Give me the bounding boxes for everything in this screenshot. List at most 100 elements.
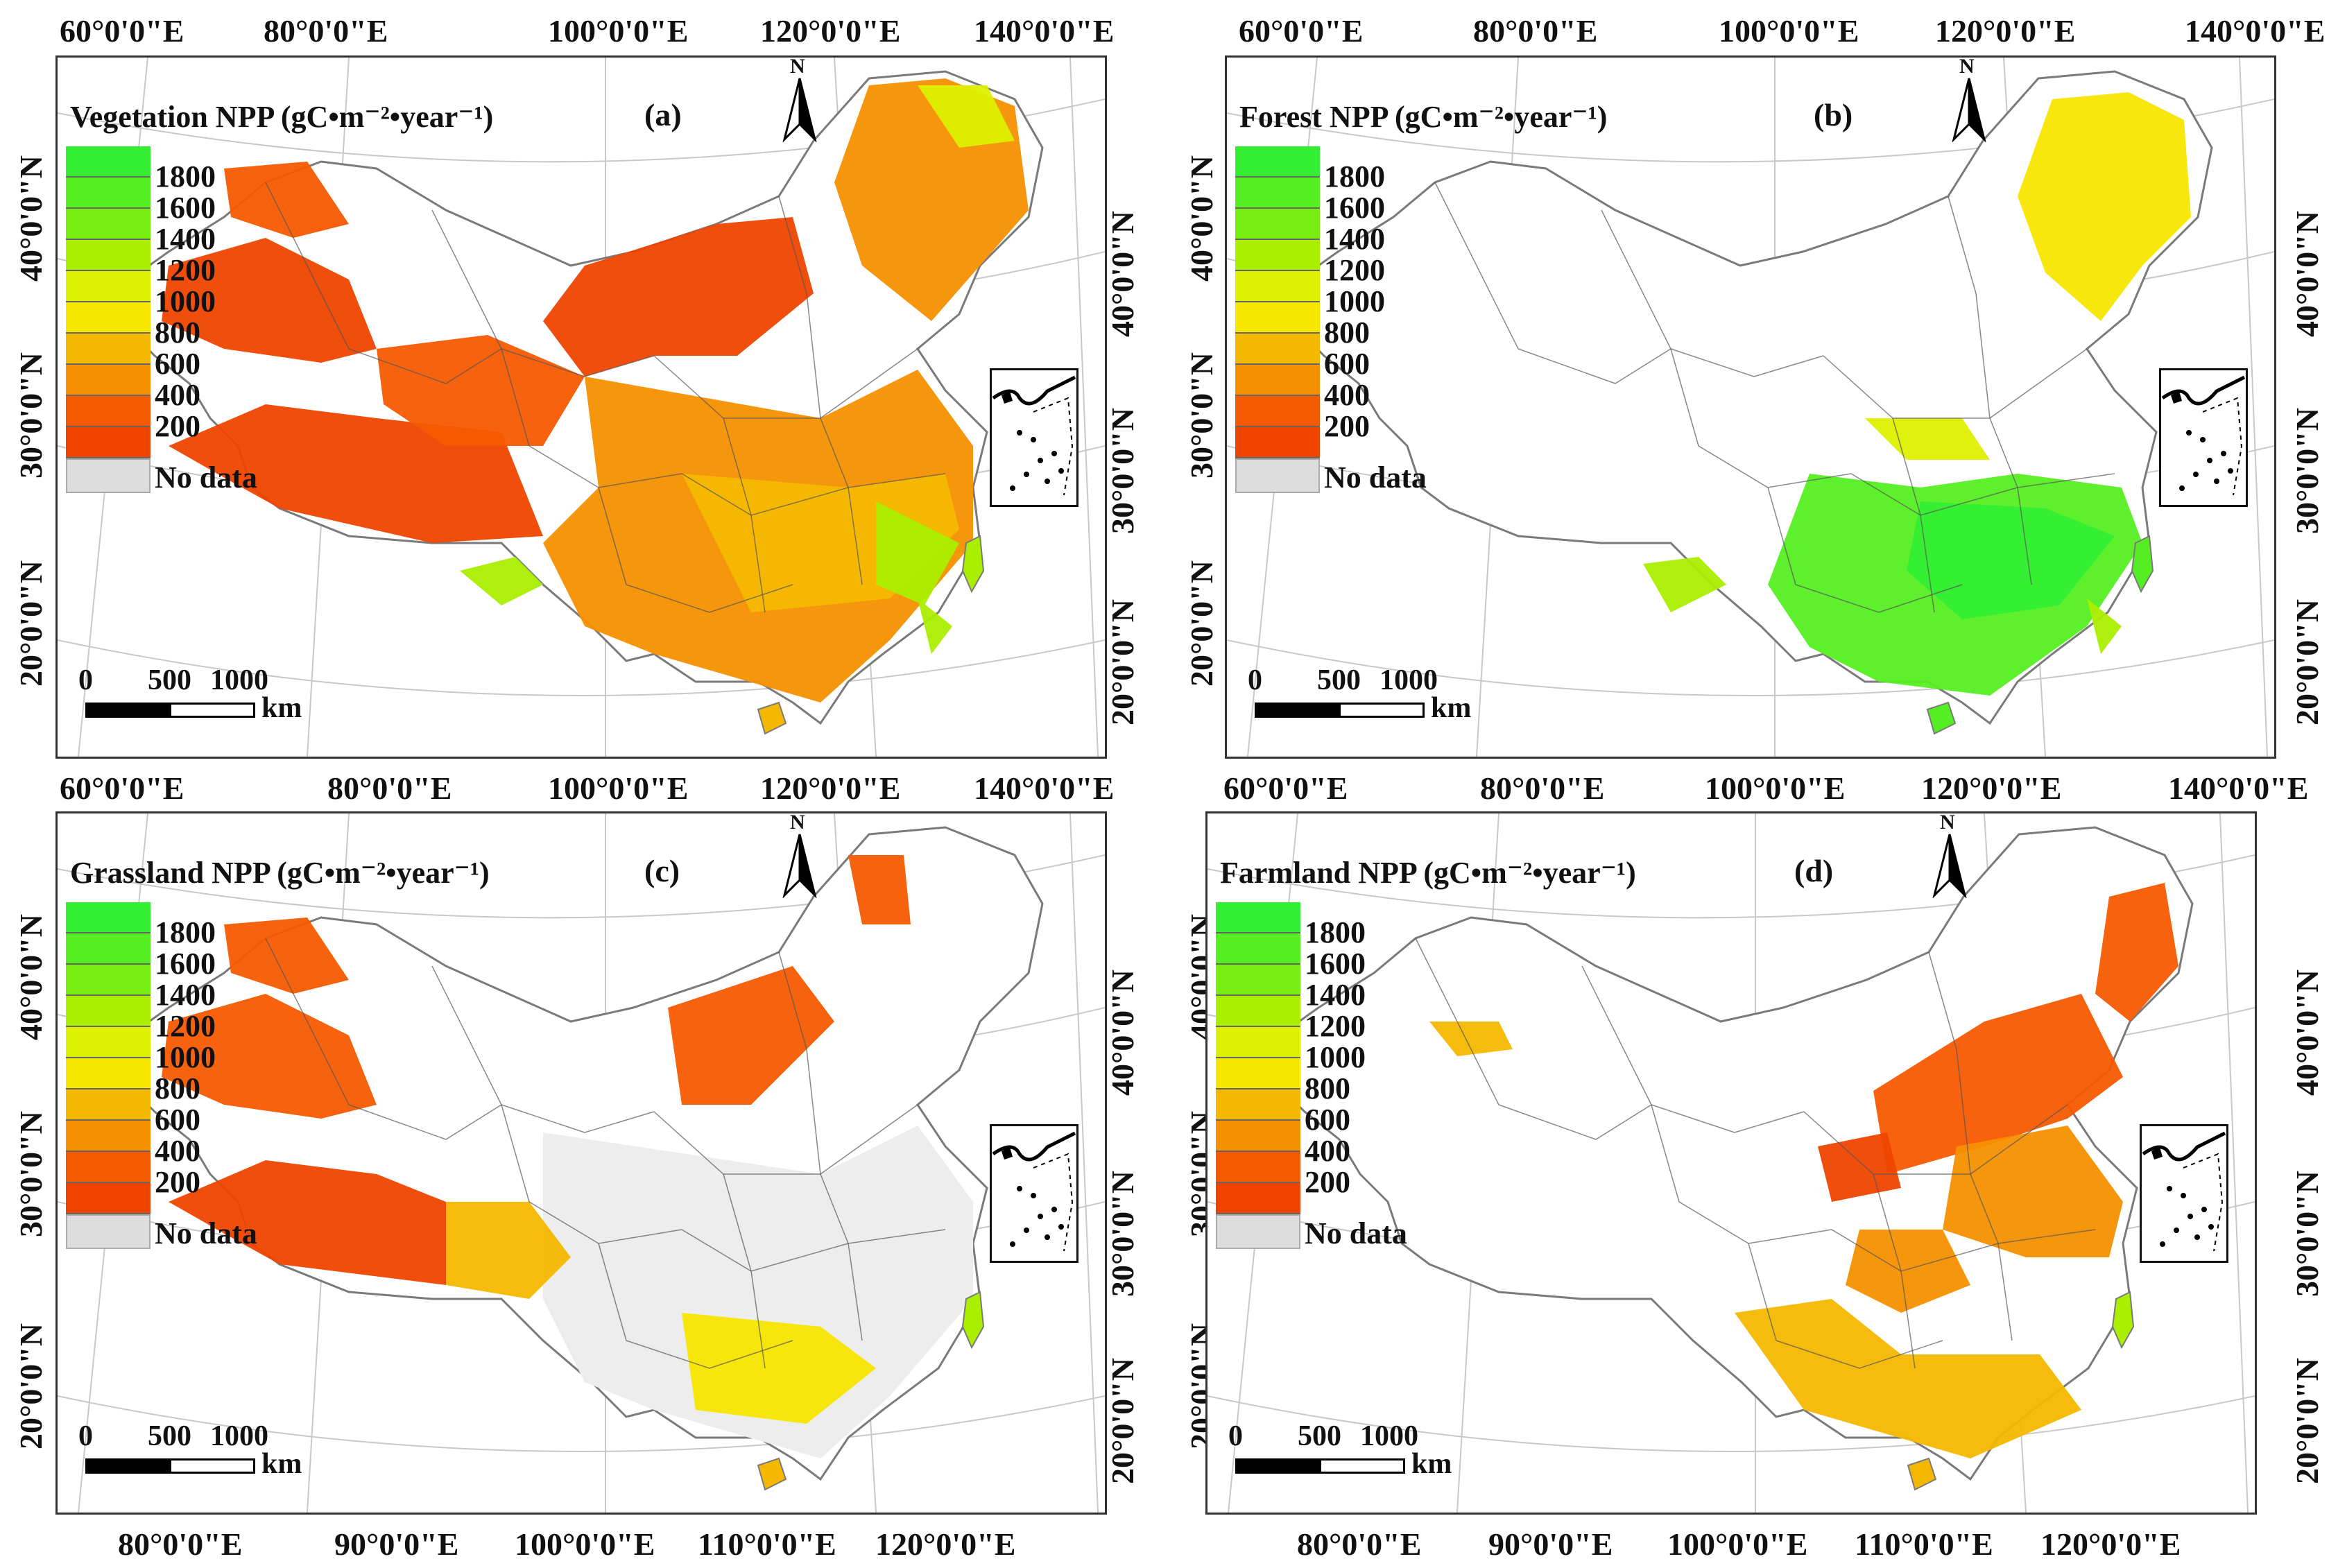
map-canvas bbox=[58, 813, 1105, 1513]
lon-label: 140°0'0"E bbox=[974, 770, 1115, 806]
province-boundary bbox=[2017, 487, 2032, 585]
legend-swatch bbox=[66, 1089, 151, 1121]
scale-segment-white bbox=[1339, 703, 1425, 718]
legend-label: 1400 bbox=[1305, 978, 1366, 1012]
scale-tick-label: 500 bbox=[148, 664, 191, 696]
legend-label: 1200 bbox=[1324, 253, 1385, 287]
scale-tick-label: 0 bbox=[78, 664, 93, 696]
province-boundary bbox=[750, 515, 766, 613]
province-boundary bbox=[723, 417, 752, 516]
legend-swatch bbox=[66, 302, 151, 334]
legend-label: 800 bbox=[155, 1071, 200, 1105]
lon-label: 100°0'0"E bbox=[548, 770, 689, 806]
graticule-line bbox=[1207, 1395, 2255, 1452]
color-legend: 1800 1600 1400 1200 1000 800 600 400 200 No data bbox=[1216, 902, 1452, 1263]
npp-region bbox=[1429, 1022, 1513, 1056]
graticule-line bbox=[2219, 813, 2249, 1513]
province-boundary bbox=[1948, 196, 1991, 419]
province-boundary bbox=[1434, 182, 1671, 384]
legend-label: 1400 bbox=[155, 978, 216, 1012]
south-china-sea-inset bbox=[2140, 1124, 2228, 1263]
province-boundary bbox=[265, 182, 502, 384]
legend-label: 200 bbox=[155, 1165, 200, 1199]
lat-label: 30°0'0"N bbox=[1184, 352, 1219, 479]
north-arrow-icon bbox=[782, 834, 817, 899]
taiwan-island bbox=[961, 535, 985, 594]
legend-label: 1000 bbox=[155, 284, 216, 318]
lon-label: 140°0'0"E bbox=[2185, 13, 2326, 49]
npp-region bbox=[1943, 1126, 2123, 1257]
lon-label: 140°0'0"E bbox=[974, 13, 1115, 49]
map-panel-vegetation: Vegetation NPP (gC•m⁻²•year⁻¹) (a) N 1800 16… bbox=[55, 55, 1107, 759]
lat-label: 40°0'0"N bbox=[1105, 970, 1140, 1096]
province-boundary bbox=[820, 1173, 849, 1244]
map-canvas bbox=[1207, 813, 2255, 1513]
legend-label: 1600 bbox=[1305, 947, 1366, 981]
npp-region bbox=[682, 1313, 876, 1424]
legend-swatch bbox=[1216, 902, 1300, 933]
lon-label: 80°0'0"E bbox=[118, 1526, 243, 1562]
legend-nodata-label: No data bbox=[155, 1216, 257, 1250]
map-canvas bbox=[1227, 58, 2274, 757]
npp-region bbox=[1643, 557, 1726, 612]
north-arrow-icon bbox=[1932, 834, 1967, 899]
taiwan-island bbox=[2131, 535, 2154, 594]
lat-label: 40°0'0"N bbox=[1105, 211, 1140, 337]
province-boundary bbox=[598, 487, 793, 613]
scale-segment-white bbox=[169, 1458, 255, 1474]
scale-tick-label: 1000 bbox=[210, 664, 268, 696]
country-outline bbox=[1269, 826, 2194, 1481]
legend-swatch bbox=[1235, 396, 1320, 427]
legend-swatch bbox=[1235, 302, 1320, 334]
province-boundary bbox=[501, 348, 682, 488]
scale-unit: km bbox=[1411, 1448, 1452, 1480]
legend-nodata-label: No data bbox=[1305, 1216, 1407, 1250]
lat-label: 20°0'0"N bbox=[13, 1323, 49, 1449]
legend-label: 1600 bbox=[1324, 191, 1385, 225]
province-boundary bbox=[848, 1243, 863, 1341]
lon-label: 110°0'0"E bbox=[698, 1526, 836, 1562]
province-boundary bbox=[1892, 417, 1921, 516]
color-legend: 1800 1600 1400 1200 1000 800 600 400 200 No data bbox=[66, 146, 302, 507]
hainan-island bbox=[1907, 1457, 1937, 1491]
inset-map bbox=[2142, 1131, 2226, 1252]
panel-title: Vegetation NPP (gC•m⁻²•year⁻¹) bbox=[70, 100, 494, 134]
scale-segment-black bbox=[85, 1458, 171, 1474]
inset-map bbox=[992, 375, 1076, 496]
lon-label: 80°0'0"E bbox=[1473, 13, 1598, 49]
lat-label: 20°0'0"N bbox=[1105, 1358, 1140, 1484]
graticule-line bbox=[1069, 58, 1099, 757]
legend-label: 1600 bbox=[155, 947, 216, 981]
panel-title: Grassland NPP (gC•m⁻²•year⁻¹) bbox=[70, 856, 490, 890]
legend-swatch bbox=[66, 396, 151, 427]
lon-label: 60°0'0"E bbox=[60, 13, 184, 49]
lon-label: 120°0'0"E bbox=[2040, 1526, 2181, 1562]
south-china-sea-inset bbox=[2159, 368, 2248, 507]
npp-region bbox=[162, 238, 377, 363]
north-arrow-icon bbox=[1952, 78, 1986, 143]
lon-label: 100°0'0"E bbox=[1705, 770, 1846, 806]
legend-label: 600 bbox=[155, 347, 200, 381]
graticule-line bbox=[1227, 639, 2274, 696]
province-boundary bbox=[653, 1104, 918, 1175]
legend-nodata-swatch bbox=[1216, 1214, 1300, 1249]
legend-label: 1000 bbox=[1305, 1040, 1366, 1074]
lat-label: 40°0'0"N bbox=[2289, 970, 2325, 1096]
legend-label: 800 bbox=[1305, 1071, 1350, 1105]
scale-bar: 0 500 1000 km bbox=[1228, 1420, 1492, 1503]
map-panel-farmland: Farmland NPP (gC•m⁻²•year⁻¹) (d) N 1800 1600… bbox=[1205, 811, 2257, 1515]
legend-swatch bbox=[66, 178, 151, 209]
panel-label: (b) bbox=[1814, 97, 1853, 132]
lat-label: 30°0'0"N bbox=[13, 1111, 49, 1237]
legend-nodata-swatch bbox=[1235, 458, 1320, 493]
legend-nodata-swatch bbox=[66, 458, 151, 493]
province-boundary bbox=[1803, 1104, 2068, 1175]
scale-tick-label: 500 bbox=[1317, 664, 1361, 696]
province-boundary bbox=[1581, 965, 1805, 1133]
hainan-island bbox=[757, 701, 787, 735]
legend-label: 200 bbox=[155, 409, 200, 443]
province-boundary bbox=[1989, 417, 2018, 488]
scale-unit: km bbox=[261, 692, 302, 724]
lon-label: 120°0'0"E bbox=[1935, 13, 2076, 49]
north-label: N bbox=[790, 55, 805, 78]
